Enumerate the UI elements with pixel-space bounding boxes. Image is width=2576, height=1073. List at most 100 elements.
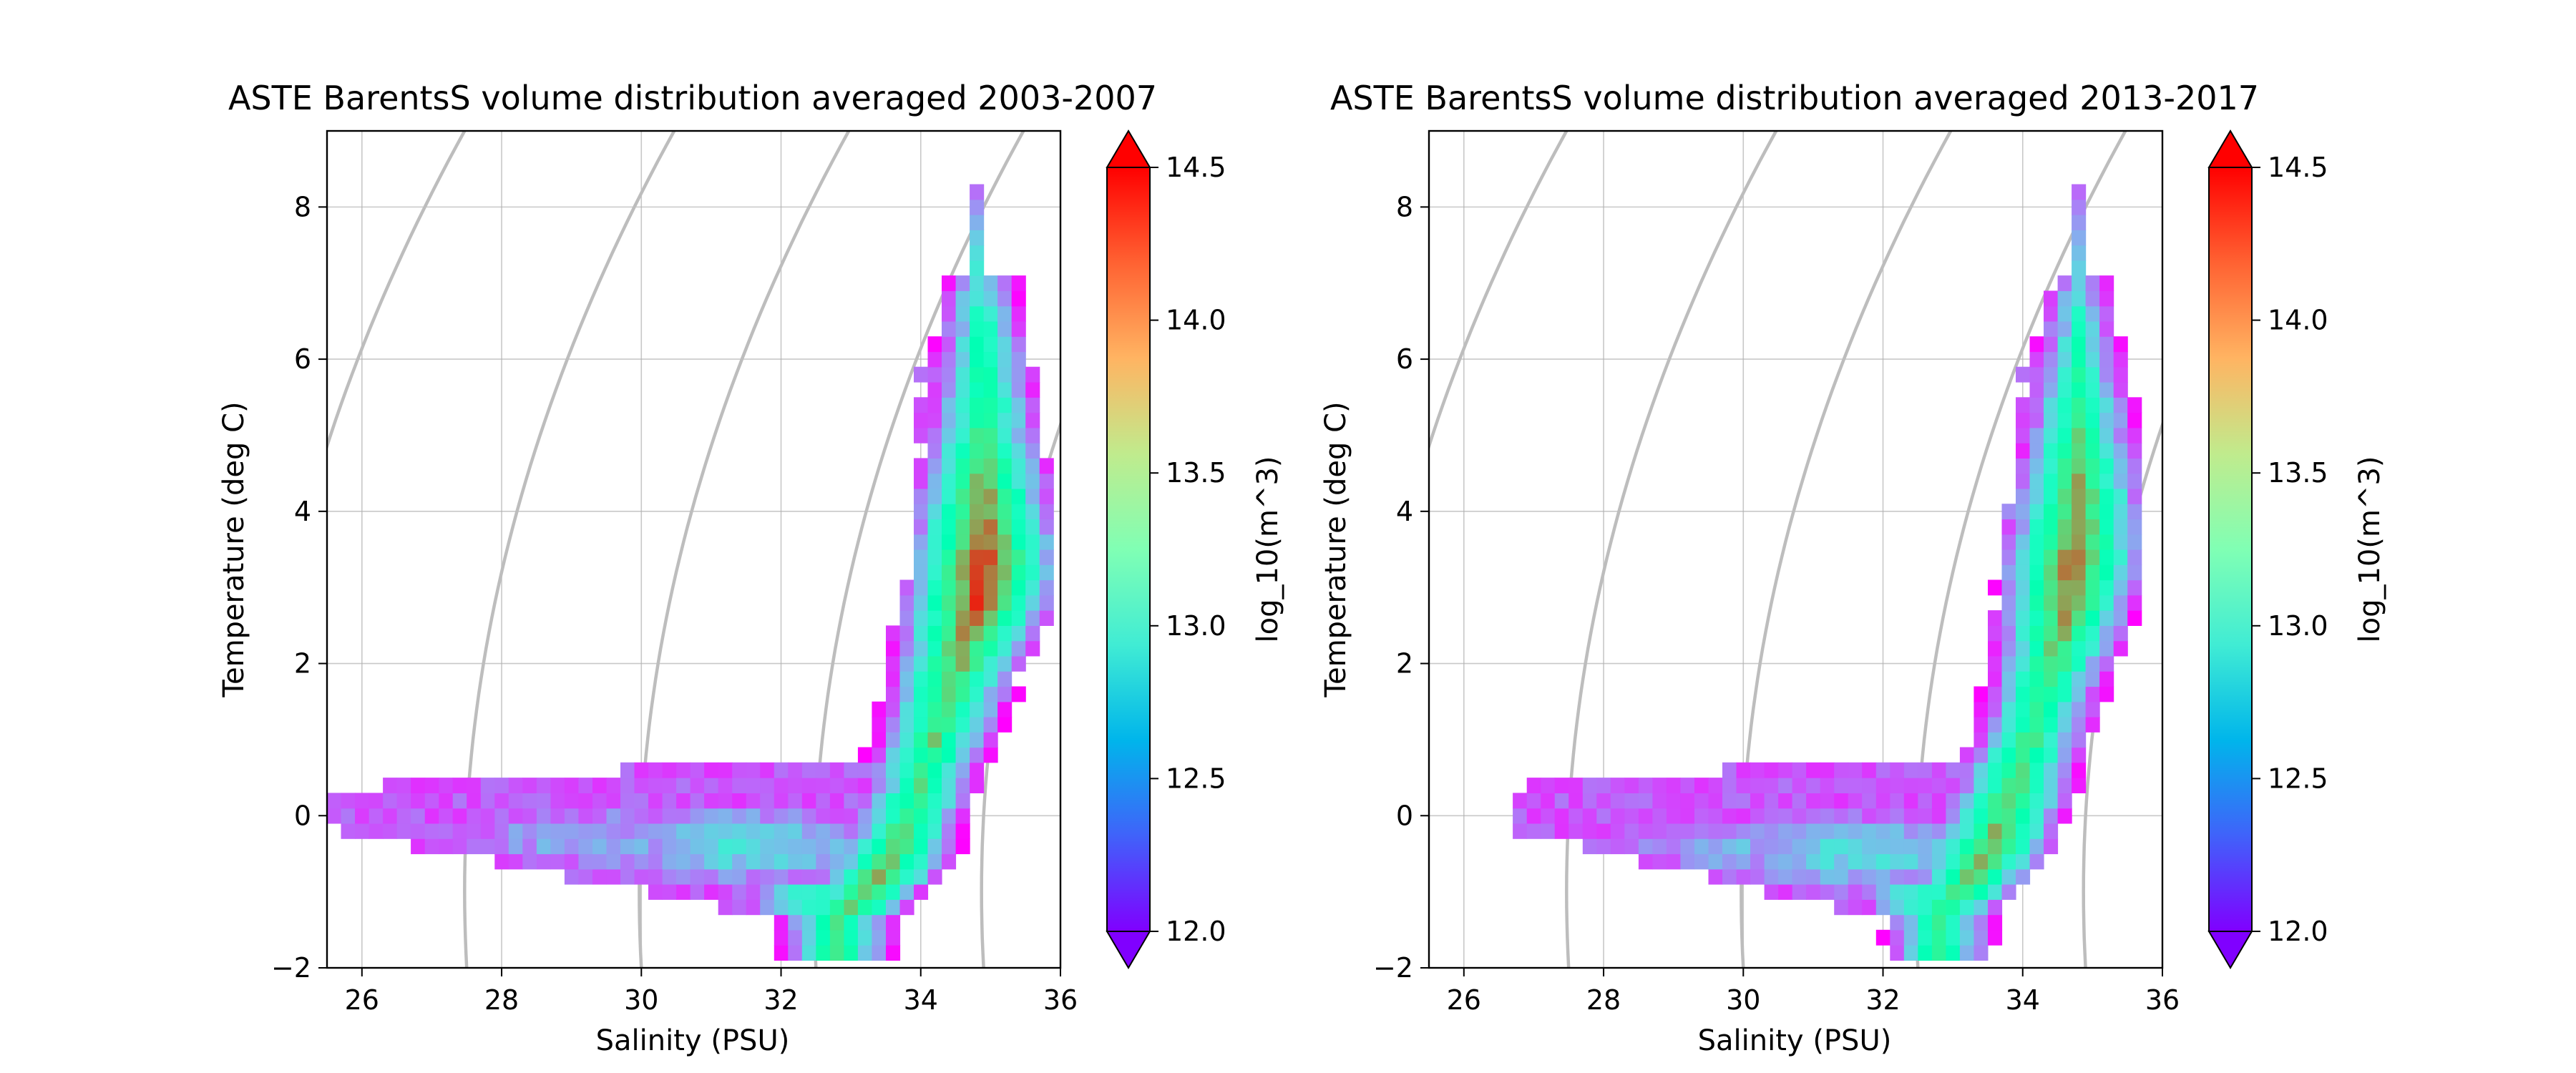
- volume-bin: [1820, 838, 1835, 855]
- volume-bin: [899, 884, 914, 900]
- volume-bin: [2085, 655, 2100, 672]
- volume-bin: [2044, 534, 2059, 550]
- volume-bin: [396, 808, 411, 824]
- volume-bin: [857, 884, 872, 900]
- volume-bin: [1513, 823, 1528, 839]
- volume-bin: [997, 579, 1013, 596]
- volume-bin: [1582, 823, 1597, 839]
- y-tick-label: 0: [294, 800, 311, 831]
- volume-bin: [2001, 686, 2016, 702]
- volume-bin: [1946, 914, 1961, 931]
- volume-bin: [2029, 397, 2044, 413]
- volume-bin: [383, 823, 398, 839]
- volume-bin: [2099, 549, 2114, 565]
- volume-bin: [927, 336, 942, 353]
- volume-bin: [2044, 412, 2059, 428]
- volume-bin: [411, 808, 426, 824]
- volume-bin: [1834, 808, 1849, 824]
- volume-bin: [942, 336, 957, 353]
- volume-bin: [955, 290, 970, 307]
- volume-bin: [801, 868, 816, 885]
- volume-bin: [2099, 412, 2114, 428]
- volume-bin: [2072, 504, 2087, 520]
- density-contour: [327, 131, 467, 451]
- volume-bin: [914, 701, 929, 717]
- volume-bin: [857, 778, 872, 793]
- volume-bin: [1848, 868, 1863, 885]
- volume-bin: [2072, 640, 2087, 657]
- volume-bin: [801, 884, 816, 900]
- volume-bin: [997, 534, 1013, 550]
- volume-bin: [1513, 793, 1528, 809]
- volume-bin: [2099, 366, 2114, 383]
- volume-bin: [857, 945, 872, 961]
- volume-bin: [801, 823, 816, 839]
- volume-bin: [1946, 778, 1961, 793]
- volume-bin: [997, 443, 1013, 459]
- volume-bin: [2057, 504, 2072, 520]
- volume-bin: [801, 914, 816, 931]
- volume-bin: [2001, 594, 2016, 611]
- volume-bin: [872, 853, 887, 870]
- volume-bin: [760, 884, 775, 900]
- volume-bin: [452, 838, 467, 855]
- volume-bin: [1988, 717, 2003, 733]
- volume-bin: [746, 762, 761, 778]
- volume-bin: [942, 351, 957, 368]
- volume-bin: [662, 884, 677, 900]
- volume-bin: [914, 594, 929, 611]
- density-contour: [1429, 131, 1568, 451]
- colorbar-label: log_10(m^3): [2353, 456, 2386, 642]
- volume-bin: [704, 868, 719, 885]
- volume-bin: [2029, 351, 2044, 368]
- volume-bin: [2044, 351, 2059, 368]
- volume-bin: [2099, 610, 2114, 626]
- volume-bin: [970, 564, 985, 581]
- volume-bin: [886, 945, 901, 961]
- volume-bin: [2099, 275, 2114, 291]
- volume-bin: [1554, 793, 1569, 809]
- volume-bin: [2029, 838, 2044, 855]
- volume-bin: [927, 610, 942, 626]
- volume-bin: [1918, 838, 1933, 855]
- volume-bin: [816, 868, 831, 885]
- volume-bin: [1806, 808, 1821, 824]
- volume-bin: [2113, 382, 2128, 398]
- volume-bin: [2099, 305, 2114, 322]
- volume-bin: [732, 868, 747, 885]
- y-tick-label: 4: [294, 496, 311, 527]
- volume-bin: [2113, 458, 2128, 474]
- volume-bin: [1988, 701, 2003, 717]
- x-tick-label: 34: [904, 984, 938, 1016]
- volume-bin: [1875, 899, 1890, 916]
- volume-bin: [942, 823, 957, 839]
- volume-bin: [1778, 793, 1793, 809]
- volume-bin: [970, 732, 985, 748]
- volume-bin: [1806, 884, 1821, 900]
- volume-bin: [997, 519, 1013, 535]
- volume-bin: [788, 823, 803, 839]
- volume-bin: [2044, 336, 2059, 353]
- volume-bin: [690, 868, 705, 885]
- volume-bin: [648, 838, 663, 855]
- volume-bin: [1974, 686, 1989, 702]
- volume-bin: [1988, 610, 2003, 626]
- volume-bin: [997, 473, 1013, 489]
- volume-bin: [1652, 838, 1667, 855]
- volume-bin: [2044, 458, 2059, 474]
- volume-bin: [648, 853, 663, 870]
- volume-bin: [899, 717, 914, 733]
- volume-bin: [2085, 412, 2100, 428]
- volume-bin: [634, 762, 649, 778]
- volume-bin: [1931, 914, 1946, 931]
- volume-bin: [2016, 838, 2031, 855]
- volume-bin: [550, 823, 565, 839]
- volume-bin: [2072, 655, 2087, 672]
- volume-bin: [1792, 838, 1807, 855]
- volume-bin: [983, 549, 998, 565]
- volume-bin: [942, 793, 957, 809]
- volume-bin: [1750, 838, 1765, 855]
- volume-bin: [1624, 793, 1639, 809]
- volume-bin: [1890, 793, 1905, 809]
- volume-bin: [578, 868, 593, 885]
